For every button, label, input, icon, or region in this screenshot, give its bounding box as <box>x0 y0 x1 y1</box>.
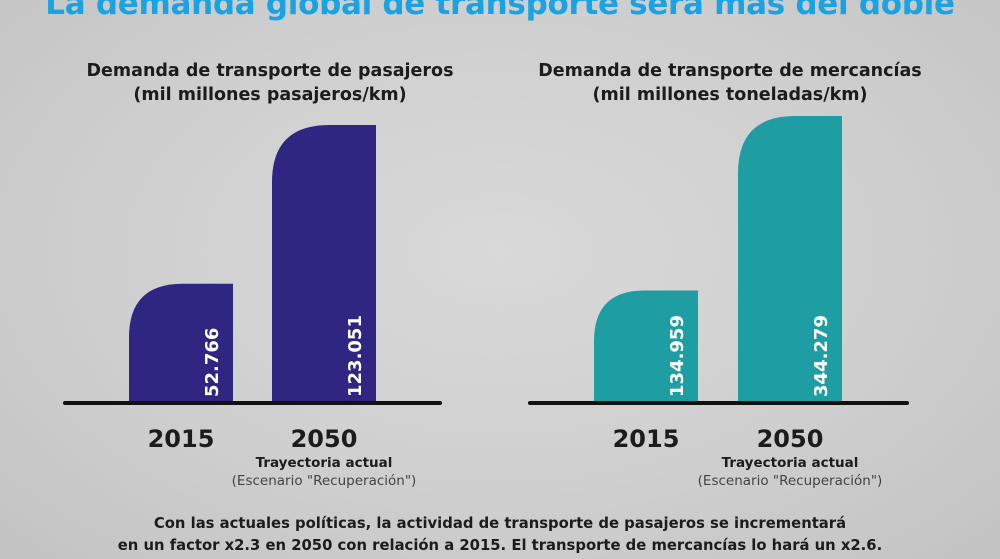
footnote-line-2: en un factor x2.3 en 2050 con relación a… <box>117 537 883 554</box>
passenger-chart-title: Demanda de transporte de pasajeros (mil … <box>40 59 500 107</box>
freight-category-note-line-2: (Escenario "Recuperación") <box>698 473 883 489</box>
freight-bar-2015 <box>594 290 698 403</box>
freight-value-label-2050: 344.279 <box>811 315 832 397</box>
freight-category-label-2015: 2015 <box>613 425 680 453</box>
footnote-line-1: Con las actuales políticas, la actividad… <box>153 515 847 532</box>
bar-charts: 52.766 2015 123.051 2050 Trayectoria actual (… <box>63 116 909 489</box>
passenger-category-note-line-1: Trayectoria actual <box>256 455 393 471</box>
main-title: La demanda global de transporte será más… <box>45 0 955 22</box>
passenger-value-label-2050: 123.051 <box>345 315 366 397</box>
passenger-chart-subtitle: (mil millones pasajeros/km) <box>133 85 407 105</box>
freight-category-label-2050: 2050 <box>757 425 824 453</box>
freight-category-note-line-1: Trayectoria actual <box>722 455 859 471</box>
passenger-bar-2050 <box>272 125 376 403</box>
freight-chart-subtitle: (mil millones toneladas/km) <box>592 85 868 105</box>
freight-chart-title: Demanda de transporte de mercancías (mil… <box>500 59 960 107</box>
footnote: Con las actuales políticas, la actividad… <box>0 513 1000 557</box>
passenger-category-label-2015: 2015 <box>148 425 215 453</box>
freight-chart-title-text: Demanda de transporte de mercancías <box>538 61 922 81</box>
passenger-category-label-2050: 2050 <box>291 425 358 453</box>
freight-value-label-2015: 134.959 <box>667 315 688 397</box>
passenger-bar-2015 <box>129 283 233 403</box>
passenger-value-label-2015: 52.766 <box>202 328 223 397</box>
passenger-chart-title-text: Demanda de transporte de pasajeros <box>86 61 454 81</box>
freight-bar-2050 <box>738 116 842 403</box>
passenger-category-note-line-2: (Escenario "Recuperación") <box>232 473 417 489</box>
